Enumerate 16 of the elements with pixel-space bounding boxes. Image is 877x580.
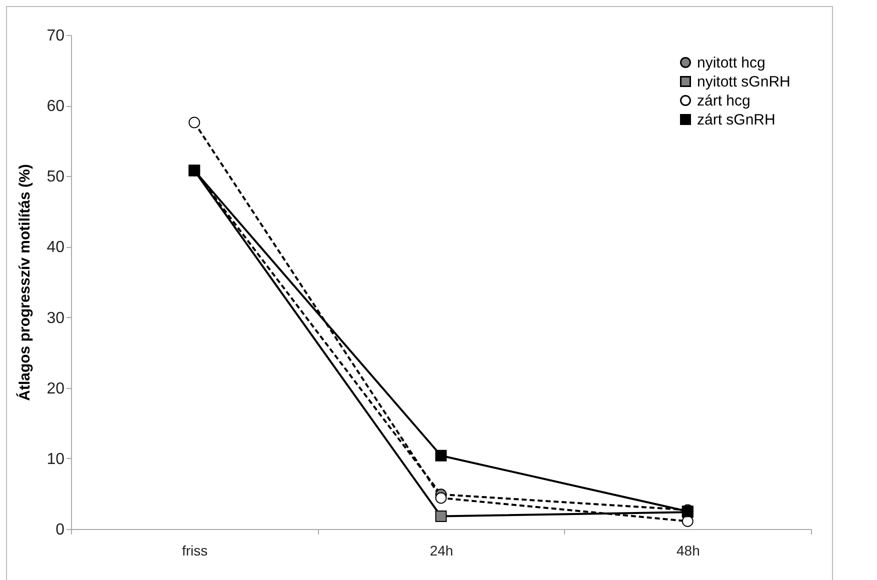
y-tick-label: 20 [46,380,65,398]
y-tick-label: 0 [56,522,65,538]
y-tick-label: 50 [46,168,65,186]
x-tick-label: 24h [430,542,454,558]
x-tick-label: friss [182,542,208,558]
legend-label: nyitott sGnRH [697,74,790,90]
y-axis-title: Átlagos progresszív motilítás (%) [16,164,34,401]
y-tick-label: 40 [46,239,65,256]
legend-label: zárt sGnRH [697,112,776,128]
x-tick-label: 48h [676,542,700,558]
legend-label: nyitott hcg [697,54,766,72]
y-tick-label: 10 [46,450,65,468]
y-tick-label: 30 [46,310,65,327]
y-tick-label: 60 [46,98,65,116]
y-tick-label: 70 [46,28,65,44]
legend-label: zárt hcg [697,92,750,110]
